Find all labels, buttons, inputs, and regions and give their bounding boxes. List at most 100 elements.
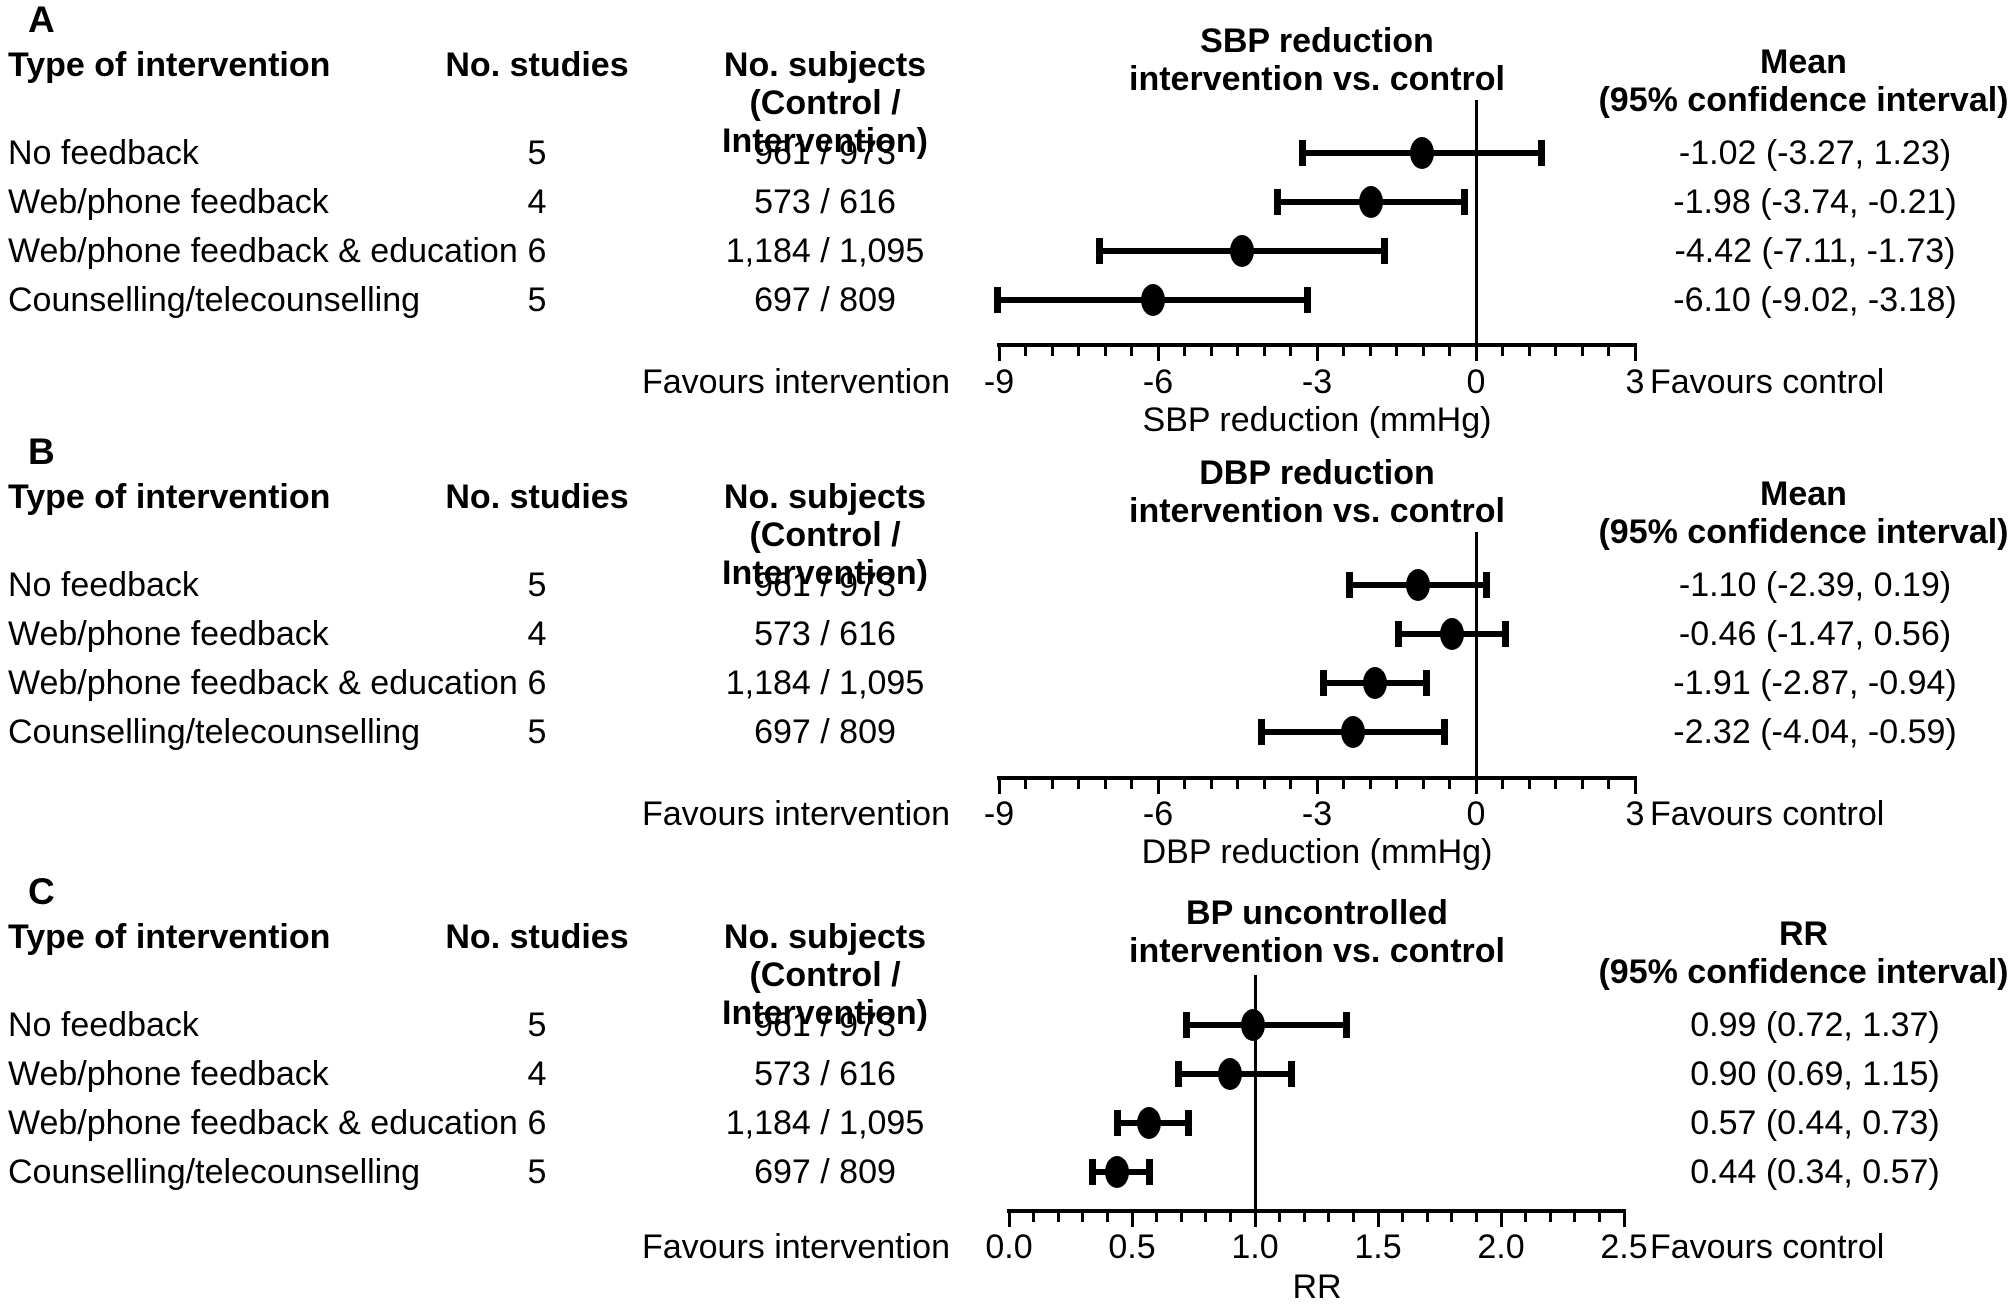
reference-line — [1474, 532, 1478, 780]
effect-header-line2: (95% confidence interval) — [1598, 953, 2009, 991]
ci-cap-left — [1345, 572, 1353, 598]
x-axis-minor-tick — [1077, 343, 1080, 356]
x-axis-minor-tick — [1607, 776, 1610, 789]
x-axis-minor-tick — [1351, 1209, 1355, 1222]
ci-cap-left — [1258, 719, 1266, 745]
x-axis-major-tick — [1622, 1209, 1626, 1227]
effect-header-line1: Mean — [1760, 475, 1847, 513]
column-header-intervention: Type of intervention — [8, 918, 331, 956]
ci-bar — [1186, 1022, 1346, 1028]
row-effect-value: -1.02 (-3.27, 1.23) — [1678, 134, 1952, 172]
x-axis-minor-tick — [1474, 1209, 1478, 1222]
x-axis-tick-label: 0.5 — [1108, 1228, 1156, 1266]
panel-label-a: A — [28, 0, 55, 40]
column-header-studies: No. studies — [445, 478, 629, 516]
x-axis-minor-tick — [1209, 343, 1213, 356]
x-axis-major-tick — [1253, 1209, 1257, 1227]
panel-c: C Type of intervention No. studies No. s… — [0, 872, 2012, 1305]
x-axis-tick-label: 0 — [1466, 795, 1486, 833]
ci-cap-right — [1288, 1061, 1296, 1087]
ci-cap-left — [1095, 238, 1103, 264]
reference-line — [1253, 975, 1257, 1213]
ci-cap-left — [1113, 1110, 1121, 1136]
x-axis-title: SBP reduction (mmHg) — [1142, 401, 1492, 439]
x-axis-major-tick — [997, 776, 1001, 794]
x-axis-minor-tick — [1448, 343, 1451, 356]
x-axis-minor-tick — [1155, 1209, 1159, 1222]
row-intervention-label: Counselling/telecounselling — [8, 1153, 421, 1191]
x-axis-major-tick — [1633, 343, 1637, 361]
x-axis-minor-tick — [1607, 343, 1610, 356]
x-axis-tick-label: 3 — [1625, 795, 1645, 833]
panel-b: B Type of intervention No. studies No. s… — [0, 432, 2012, 872]
row-intervention-label: No feedback — [8, 566, 199, 604]
x-axis-minor-tick — [1077, 776, 1080, 789]
row-intervention-label: No feedback — [8, 1006, 199, 1044]
row-subjects-value: 961 / 973 — [754, 134, 896, 172]
row-intervention-label: Web/phone feedback — [8, 615, 329, 653]
x-axis-minor-tick — [1130, 343, 1133, 356]
row-intervention-label: Web/phone feedback — [8, 183, 329, 221]
column-header-intervention: Type of intervention — [8, 478, 331, 516]
x-axis-tick-label: 2.0 — [1477, 1228, 1525, 1266]
plot-title-line2: intervention vs. control — [1129, 60, 1505, 98]
effect-header-line2: (95% confidence interval) — [1598, 513, 2009, 551]
panel-a: A Type of intervention No. studies No. s… — [0, 0, 2012, 439]
ci-cap-right — [1502, 621, 1510, 647]
column-header-subjects: No. subjects (Control / Intervention) — [645, 478, 1005, 592]
row-effect-value: -0.46 (-1.47, 0.56) — [1678, 615, 1952, 653]
x-axis-minor-tick — [1179, 1209, 1183, 1222]
x-axis-minor-tick — [1395, 776, 1398, 789]
plot-title-line1: DBP reduction — [1199, 454, 1435, 492]
x-axis-tick-label: 0.0 — [985, 1228, 1033, 1266]
row-studies-value: 4 — [527, 615, 547, 653]
ci-cap-left — [1320, 670, 1328, 696]
ci-cap-right — [1380, 238, 1388, 264]
x-axis-tick-label: -6 — [1142, 795, 1174, 833]
row-subjects-value: 961 / 973 — [754, 1006, 896, 1044]
row-studies-value: 5 — [527, 1006, 547, 1044]
column-header-studies: No. studies — [445, 46, 629, 84]
plot-title-line1: BP uncontrolled — [1186, 894, 1448, 932]
x-axis-minor-tick — [1527, 343, 1531, 356]
x-axis-minor-tick — [1105, 1209, 1109, 1222]
row-subjects-value: 697 / 809 — [754, 281, 896, 319]
favours-control-label: Favours control — [1650, 363, 1885, 401]
column-header-studies: No. studies — [445, 918, 629, 956]
favours-intervention-label: Favours intervention — [641, 363, 950, 401]
row-intervention-label: No feedback — [8, 134, 199, 172]
x-axis-major-tick — [1315, 776, 1319, 794]
x-axis-minor-tick — [1524, 1209, 1528, 1222]
point-estimate-marker — [1140, 284, 1165, 316]
column-header-subjects-line2: (Control / Intervention) — [722, 516, 928, 592]
x-axis-minor-tick — [1342, 343, 1345, 356]
row-studies-value: 6 — [527, 664, 547, 702]
ci-cap-left — [1182, 1012, 1190, 1038]
x-axis-major-tick — [1156, 343, 1160, 361]
plot-title-line2: intervention vs. control — [1129, 492, 1505, 530]
x-axis-minor-tick — [1183, 343, 1186, 356]
x-axis-major-tick — [1376, 1209, 1380, 1227]
row-effect-value: 0.57 (0.44, 0.73) — [1690, 1104, 1940, 1142]
x-axis-major-tick — [1474, 776, 1478, 794]
point-estimate-marker — [1229, 235, 1254, 267]
x-axis-minor-tick — [1421, 343, 1425, 356]
row-studies-value: 4 — [527, 183, 547, 221]
row-effect-value: 0.99 (0.72, 1.37) — [1690, 1006, 1940, 1044]
row-studies-value: 5 — [527, 713, 547, 751]
row-subjects-value: 697 / 809 — [754, 713, 896, 751]
point-estimate-marker — [1218, 1058, 1243, 1090]
x-axis-major-tick — [1315, 343, 1319, 361]
ci-cap-left — [994, 287, 1002, 313]
point-estimate-marker — [1341, 716, 1366, 748]
ci-cap-left — [1089, 1159, 1097, 1185]
point-estimate-marker — [1359, 186, 1384, 218]
x-axis-minor-tick — [1130, 776, 1133, 789]
column-header-subjects-line1: No. subjects — [723, 918, 927, 956]
x-axis-minor-tick — [1183, 776, 1186, 789]
x-axis-tick-label: 0 — [1466, 363, 1486, 401]
effect-column-header: Mean (95% confidence interval) — [1595, 43, 2012, 119]
ci-cap-right — [1303, 287, 1311, 313]
x-axis-tick-label: 3 — [1625, 363, 1645, 401]
row-studies-value: 5 — [527, 281, 547, 319]
